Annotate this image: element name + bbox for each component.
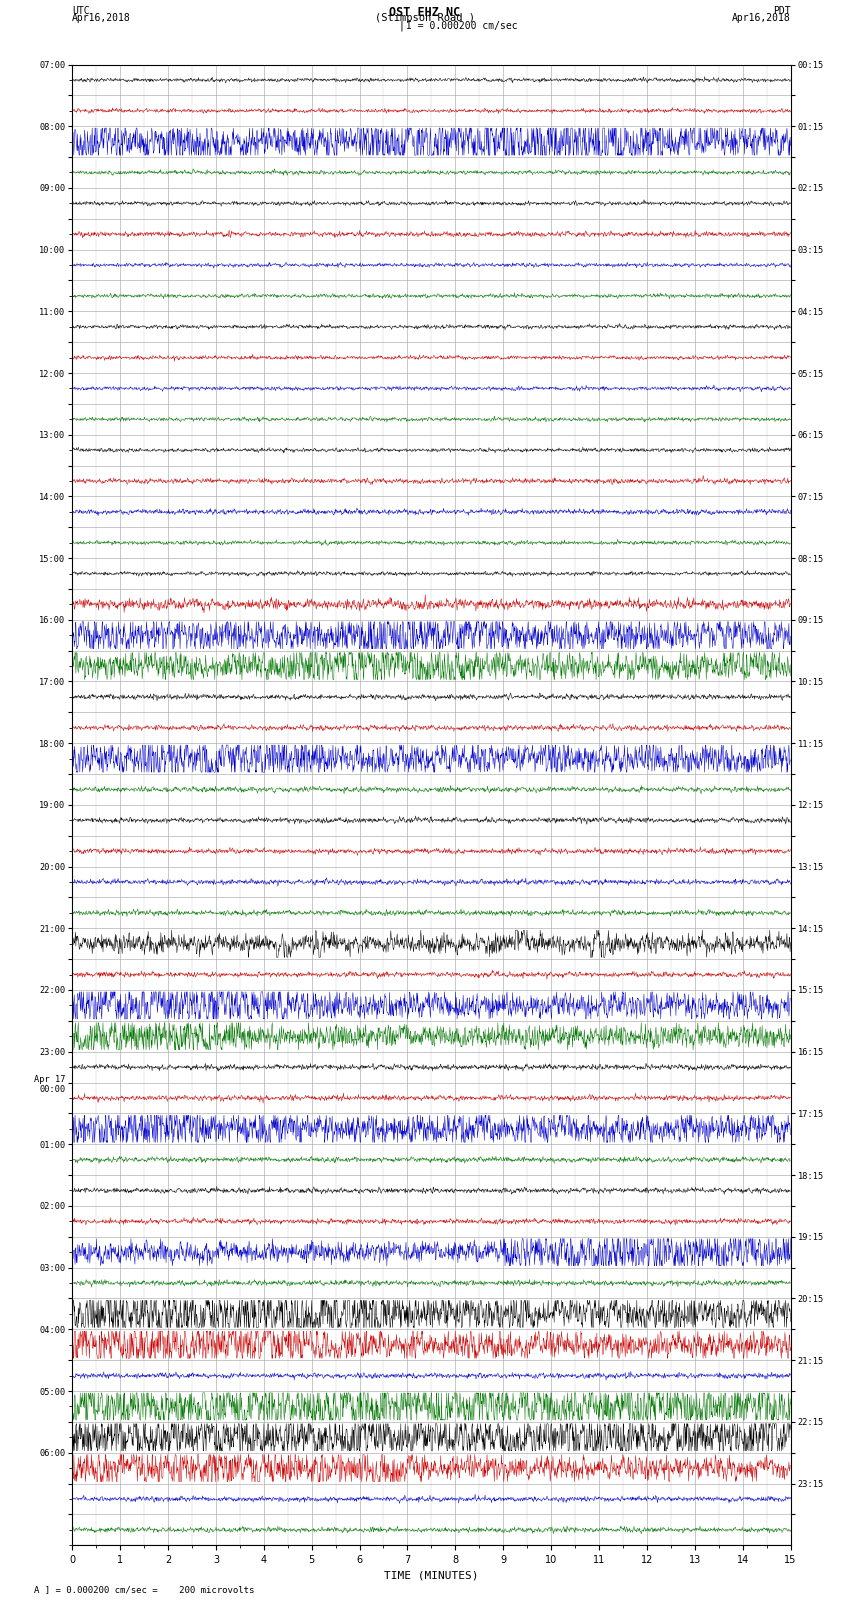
Text: |: |	[399, 21, 404, 31]
Text: I = 0.000200 cm/sec: I = 0.000200 cm/sec	[406, 21, 518, 31]
Text: OST EHZ NC: OST EHZ NC	[389, 5, 461, 19]
Text: A ] = 0.000200 cm/sec =    200 microvolts: A ] = 0.000200 cm/sec = 200 microvolts	[34, 1584, 254, 1594]
Text: PDT: PDT	[773, 5, 790, 16]
Text: (Stimpson Road ): (Stimpson Road )	[375, 13, 475, 23]
Text: Apr16,2018: Apr16,2018	[732, 13, 791, 23]
X-axis label: TIME (MINUTES): TIME (MINUTES)	[384, 1571, 479, 1581]
Text: UTC: UTC	[72, 5, 90, 16]
Text: Apr16,2018: Apr16,2018	[72, 13, 131, 23]
